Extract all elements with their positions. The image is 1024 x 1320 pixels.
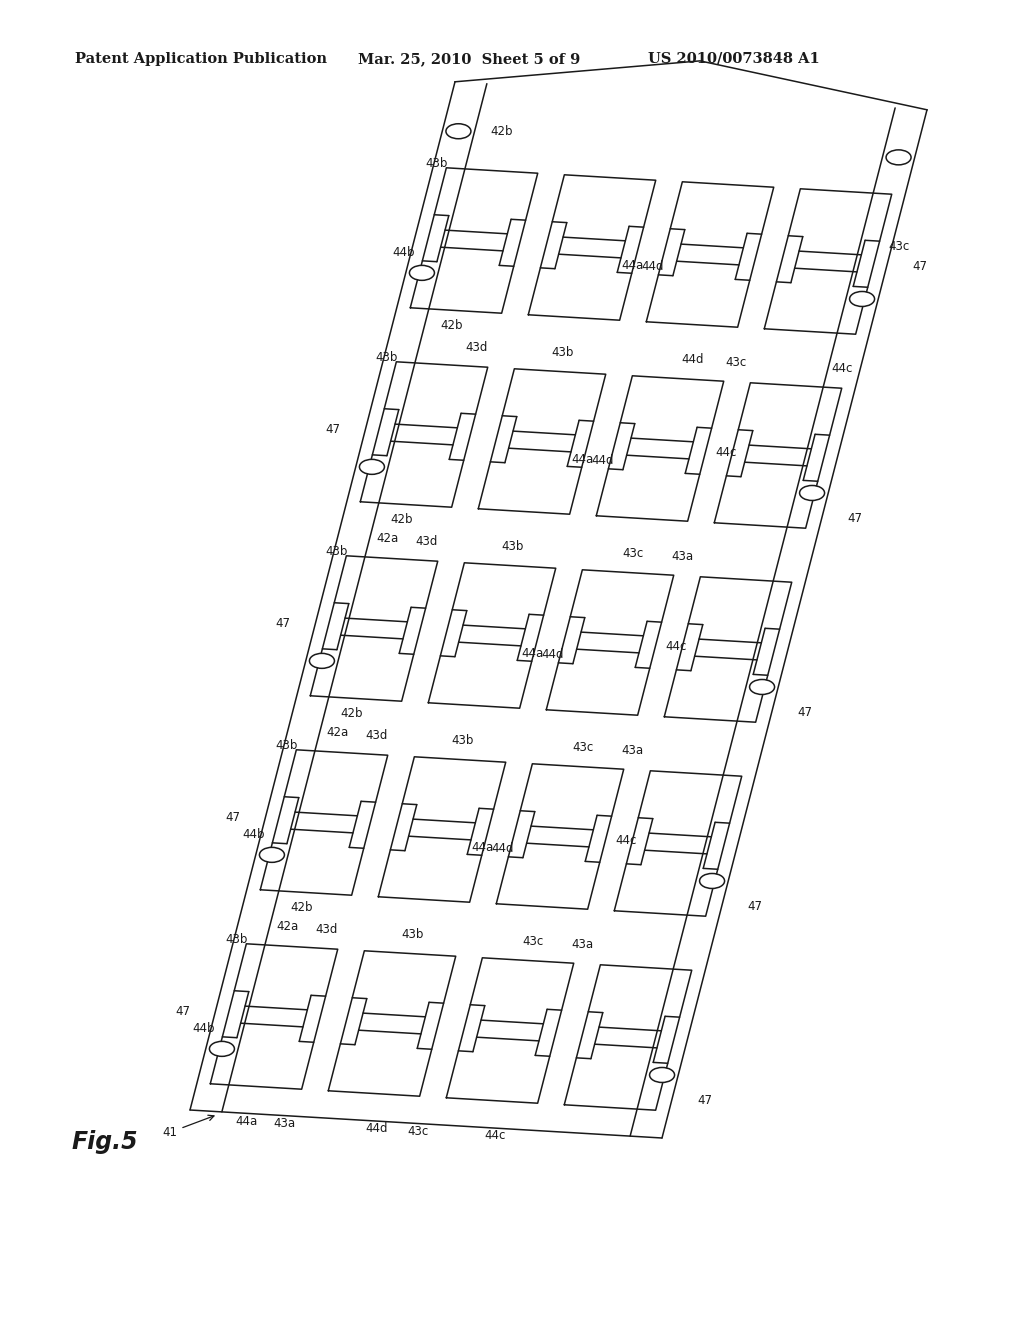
Text: 44c: 44c — [666, 640, 687, 653]
Ellipse shape — [886, 150, 911, 165]
Ellipse shape — [210, 1041, 234, 1056]
Ellipse shape — [699, 874, 725, 888]
Text: 44a: 44a — [236, 1115, 258, 1127]
Text: 44d: 44d — [642, 260, 665, 273]
Text: 43c: 43c — [889, 239, 909, 252]
Text: 47: 47 — [326, 422, 340, 436]
Text: 44a: 44a — [472, 841, 494, 854]
Text: 43d: 43d — [465, 341, 487, 354]
Text: 42a: 42a — [327, 726, 349, 739]
Text: 47: 47 — [697, 1094, 713, 1107]
Ellipse shape — [309, 653, 335, 668]
Text: 47: 47 — [798, 706, 813, 719]
Text: 44d: 44d — [592, 454, 614, 467]
Text: 44b: 44b — [392, 246, 415, 259]
Ellipse shape — [850, 292, 874, 306]
Text: 44d: 44d — [366, 1122, 388, 1135]
Text: 44c: 44c — [484, 1130, 506, 1142]
Text: 44d: 44d — [542, 648, 564, 661]
Text: 44d: 44d — [492, 842, 514, 855]
Text: 44b: 44b — [193, 1022, 215, 1035]
Text: 44c: 44c — [831, 362, 853, 375]
Text: 43c: 43c — [623, 546, 644, 560]
Text: 43c: 43c — [522, 935, 544, 948]
Text: 43d: 43d — [416, 535, 437, 548]
Text: 44b: 44b — [243, 828, 265, 841]
Text: 47: 47 — [848, 512, 863, 525]
Text: 42b: 42b — [490, 125, 513, 139]
Text: 43b: 43b — [225, 933, 248, 946]
Text: 43a: 43a — [672, 549, 693, 562]
Text: 42a: 42a — [377, 532, 398, 545]
Text: 43a: 43a — [273, 1117, 296, 1130]
Text: Patent Application Publication: Patent Application Publication — [75, 51, 327, 66]
Text: 43a: 43a — [571, 937, 594, 950]
Ellipse shape — [649, 1068, 675, 1082]
Ellipse shape — [445, 124, 471, 139]
Text: 42b: 42b — [291, 902, 313, 915]
Text: 47: 47 — [175, 1005, 190, 1018]
Ellipse shape — [410, 265, 434, 280]
Text: 44a: 44a — [622, 259, 644, 272]
Text: 42a: 42a — [276, 920, 299, 933]
Text: 43b: 43b — [552, 346, 573, 359]
Text: 41: 41 — [163, 1115, 214, 1139]
Text: 44a: 44a — [571, 453, 594, 466]
Text: 43b: 43b — [425, 157, 447, 170]
Text: 43d: 43d — [366, 729, 388, 742]
Text: 43d: 43d — [315, 923, 338, 936]
Text: 43b: 43b — [401, 928, 424, 941]
Text: 47: 47 — [748, 900, 763, 913]
Text: 43b: 43b — [502, 540, 524, 553]
Text: 43c: 43c — [572, 741, 594, 754]
Ellipse shape — [259, 847, 285, 862]
Text: 44a: 44a — [521, 647, 544, 660]
Text: 43a: 43a — [622, 743, 644, 756]
Text: Mar. 25, 2010  Sheet 5 of 9: Mar. 25, 2010 Sheet 5 of 9 — [358, 51, 581, 66]
Text: 47: 47 — [225, 810, 241, 824]
Text: US 2010/0073848 A1: US 2010/0073848 A1 — [648, 51, 820, 66]
Text: 43c: 43c — [408, 1125, 429, 1138]
Ellipse shape — [800, 486, 824, 500]
Text: 43b: 43b — [275, 739, 298, 752]
Text: 43c: 43c — [725, 356, 746, 368]
Text: 44c: 44c — [716, 446, 736, 459]
Text: 44d: 44d — [681, 354, 703, 367]
Text: Fig.5: Fig.5 — [72, 1130, 138, 1154]
Ellipse shape — [750, 680, 774, 694]
Text: 42b: 42b — [391, 513, 414, 527]
Text: 43b: 43b — [375, 351, 397, 364]
Ellipse shape — [359, 459, 384, 474]
Text: 47: 47 — [275, 616, 290, 630]
Text: 42b: 42b — [341, 708, 364, 721]
Text: 43b: 43b — [326, 545, 347, 558]
Text: 43b: 43b — [452, 734, 474, 747]
Text: 42b: 42b — [440, 319, 463, 333]
Text: 44c: 44c — [615, 834, 637, 847]
Text: 47: 47 — [912, 260, 928, 273]
